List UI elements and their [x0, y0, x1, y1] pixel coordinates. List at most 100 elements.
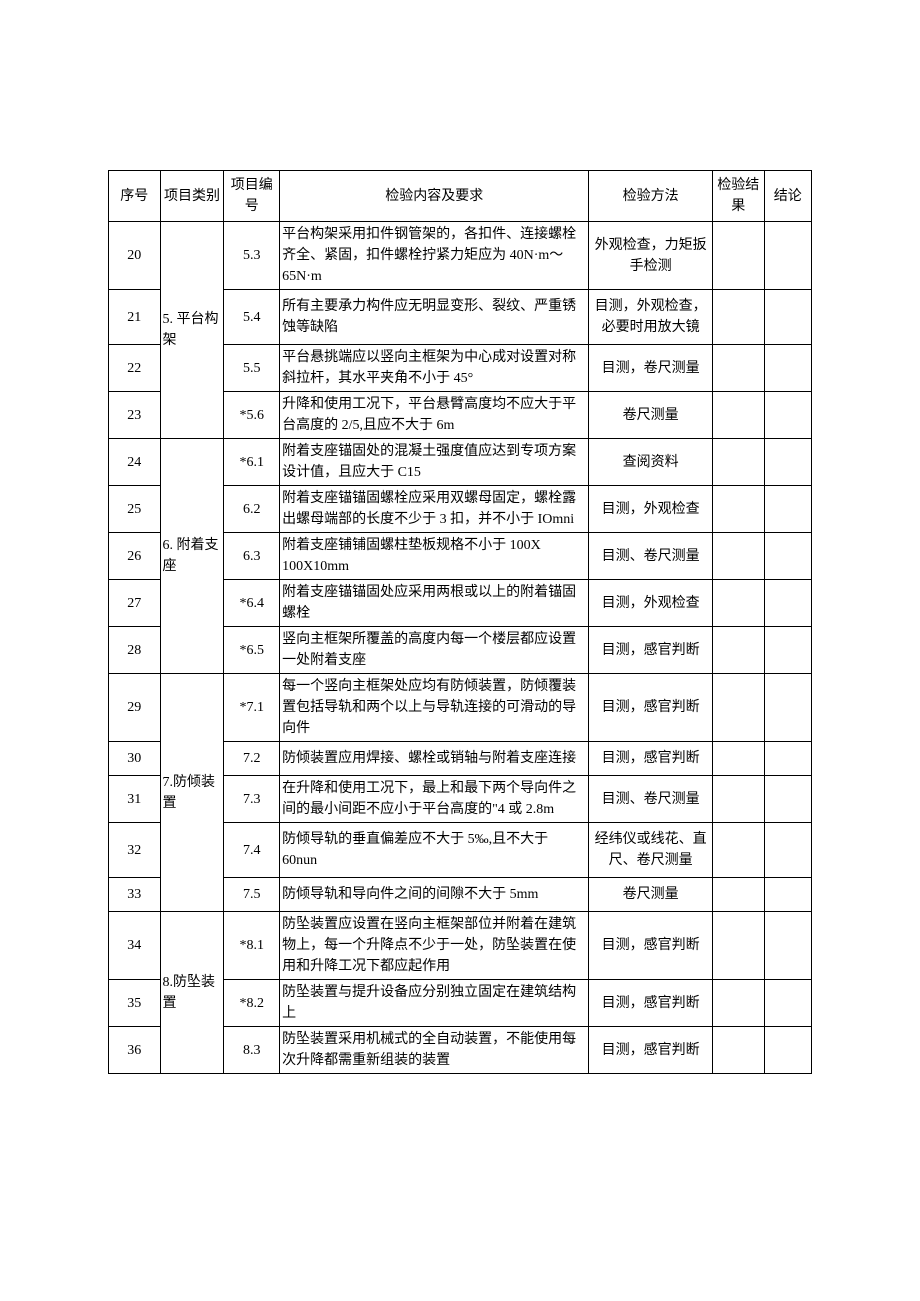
cell-conclusion — [764, 439, 811, 486]
cell-seq: 26 — [109, 533, 161, 580]
cell-seq: 36 — [109, 1027, 161, 1074]
cell-code: *6.5 — [224, 627, 280, 674]
cell-seq: 24 — [109, 439, 161, 486]
cell-requirement: 在升降和使用工况下，最上和最下两个导向件之间的最小间距不应小于平台高度的"4 或… — [280, 776, 589, 823]
cell-method: 目测，外观检查，必要时用放大镜 — [589, 290, 713, 345]
cell-requirement: 防坠装置与提升设备应分别独立固定在建筑结构上 — [280, 980, 589, 1027]
cell-result — [713, 776, 765, 823]
cell-result — [713, 912, 765, 980]
cell-method: 目测，感官判断 — [589, 980, 713, 1027]
cell-code: *6.1 — [224, 439, 280, 486]
header-seq: 序号 — [109, 171, 161, 222]
cell-conclusion — [764, 823, 811, 878]
cell-requirement: 升降和使用工况下，平台悬臂高度均不应大于平台高度的 2/5,且应不大于 6m — [280, 392, 589, 439]
header-requirement: 检验内容及要求 — [280, 171, 589, 222]
cell-requirement: 所有主要承力构件应无明显变形、裂纹、严重锈蚀等缺陷 — [280, 290, 589, 345]
inspection-table: 序号 项目类别 项目编号 检验内容及要求 检验方法 检验结果 结论 205. 平… — [108, 170, 812, 1074]
cell-code: *8.1 — [224, 912, 280, 980]
cell-result — [713, 674, 765, 742]
cell-method: 目测，外观检查 — [589, 486, 713, 533]
cell-conclusion — [764, 980, 811, 1027]
cell-conclusion — [764, 1027, 811, 1074]
table-row: 246. 附着支座*6.1附着支座锚固处的混凝土强度值应达到专项方案设计值，且应… — [109, 439, 812, 486]
cell-result — [713, 486, 765, 533]
cell-requirement: 防倾导轨的垂直偏差应不大于 5‰,且不大于 60nun — [280, 823, 589, 878]
cell-requirement: 防倾导轨和导向件之间的间隙不大于 5mm — [280, 878, 589, 912]
cell-requirement: 附着支座锚锚固螺栓应采用双螺母固定，螺栓露出螺母端部的长度不少于 3 扣，并不小… — [280, 486, 589, 533]
cell-category: 8.防坠装置 — [160, 912, 224, 1074]
cell-method: 目测，感官判断 — [589, 912, 713, 980]
cell-seq: 32 — [109, 823, 161, 878]
cell-result — [713, 439, 765, 486]
cell-result — [713, 222, 765, 290]
cell-method: 查阅资料 — [589, 439, 713, 486]
header-method: 检验方法 — [589, 171, 713, 222]
table-row: 348.防坠装置*8.1防坠装置应设置在竖向主框架部位并附着在建筑物上，每一个升… — [109, 912, 812, 980]
header-code: 项目编号 — [224, 171, 280, 222]
cell-method: 卷尺测量 — [589, 392, 713, 439]
cell-method: 目测，感官判断 — [589, 627, 713, 674]
cell-code: 7.3 — [224, 776, 280, 823]
cell-result — [713, 878, 765, 912]
table-row: 297.防倾装置*7.1每一个竖向主框架处应均有防倾装置，防倾覆装置包括导轨和两… — [109, 674, 812, 742]
cell-category: 5. 平台构架 — [160, 222, 224, 439]
cell-conclusion — [764, 392, 811, 439]
cell-code: 7.5 — [224, 878, 280, 912]
cell-result — [713, 823, 765, 878]
cell-result — [713, 533, 765, 580]
cell-code: *5.6 — [224, 392, 280, 439]
cell-method: 目测，卷尺测量 — [589, 345, 713, 392]
cell-method: 目测，感官判断 — [589, 674, 713, 742]
table-header: 序号 项目类别 项目编号 检验内容及要求 检验方法 检验结果 结论 — [109, 171, 812, 222]
cell-code: 5.5 — [224, 345, 280, 392]
cell-code: 5.4 — [224, 290, 280, 345]
cell-requirement: 防坠装置采用机械式的全自动装置，不能使用每次升降都需重新组装的装置 — [280, 1027, 589, 1074]
header-category: 项目类别 — [160, 171, 224, 222]
table-body: 205. 平台构架5.3平台构架采用扣件钢管架的，各扣件、连接螺栓齐全、紧固，扣… — [109, 222, 812, 1074]
cell-requirement: 平台构架采用扣件钢管架的，各扣件、连接螺栓齐全、紧固，扣件螺栓拧紧力矩应为 40… — [280, 222, 589, 290]
cell-requirement: 防倾装置应用焊接、螺栓或销轴与附着支座连接 — [280, 742, 589, 776]
cell-seq: 33 — [109, 878, 161, 912]
cell-category: 6. 附着支座 — [160, 439, 224, 674]
cell-code: 8.3 — [224, 1027, 280, 1074]
cell-seq: 27 — [109, 580, 161, 627]
cell-result — [713, 742, 765, 776]
cell-method: 目测，感官判断 — [589, 742, 713, 776]
cell-seq: 28 — [109, 627, 161, 674]
cell-conclusion — [764, 627, 811, 674]
cell-conclusion — [764, 290, 811, 345]
cell-result — [713, 392, 765, 439]
cell-conclusion — [764, 533, 811, 580]
header-conclusion: 结论 — [764, 171, 811, 222]
cell-code: *7.1 — [224, 674, 280, 742]
cell-method: 目测、卷尺测量 — [589, 533, 713, 580]
cell-requirement: 平台悬挑端应以竖向主框架为中心成对设置对称斜拉杆，其水平夹角不小于 45° — [280, 345, 589, 392]
cell-seq: 23 — [109, 392, 161, 439]
cell-requirement: 防坠装置应设置在竖向主框架部位并附着在建筑物上，每一个升降点不少于一处，防坠装置… — [280, 912, 589, 980]
cell-method: 目测、卷尺测量 — [589, 776, 713, 823]
cell-code: 5.3 — [224, 222, 280, 290]
cell-result — [713, 627, 765, 674]
cell-conclusion — [764, 878, 811, 912]
cell-requirement: 每一个竖向主框架处应均有防倾装置，防倾覆装置包括导轨和两个以上与导轨连接的可滑动… — [280, 674, 589, 742]
cell-seq: 20 — [109, 222, 161, 290]
cell-seq: 35 — [109, 980, 161, 1027]
cell-seq: 30 — [109, 742, 161, 776]
header-result: 检验结果 — [713, 171, 765, 222]
cell-requirement: 竖向主框架所覆盖的高度内每一个楼层都应设置一处附着支座 — [280, 627, 589, 674]
cell-code: *6.4 — [224, 580, 280, 627]
cell-conclusion — [764, 222, 811, 290]
cell-requirement: 附着支座锚固处的混凝土强度值应达到专项方案设计值，且应大于 C15 — [280, 439, 589, 486]
cell-code: 7.4 — [224, 823, 280, 878]
cell-category: 7.防倾装置 — [160, 674, 224, 912]
cell-conclusion — [764, 580, 811, 627]
cell-conclusion — [764, 345, 811, 392]
cell-conclusion — [764, 776, 811, 823]
document-page: 序号 项目类别 项目编号 检验内容及要求 检验方法 检验结果 结论 205. 平… — [0, 0, 920, 1301]
cell-seq: 31 — [109, 776, 161, 823]
cell-method: 目测，外观检查 — [589, 580, 713, 627]
cell-seq: 34 — [109, 912, 161, 980]
cell-conclusion — [764, 912, 811, 980]
cell-result — [713, 345, 765, 392]
cell-code: 7.2 — [224, 742, 280, 776]
